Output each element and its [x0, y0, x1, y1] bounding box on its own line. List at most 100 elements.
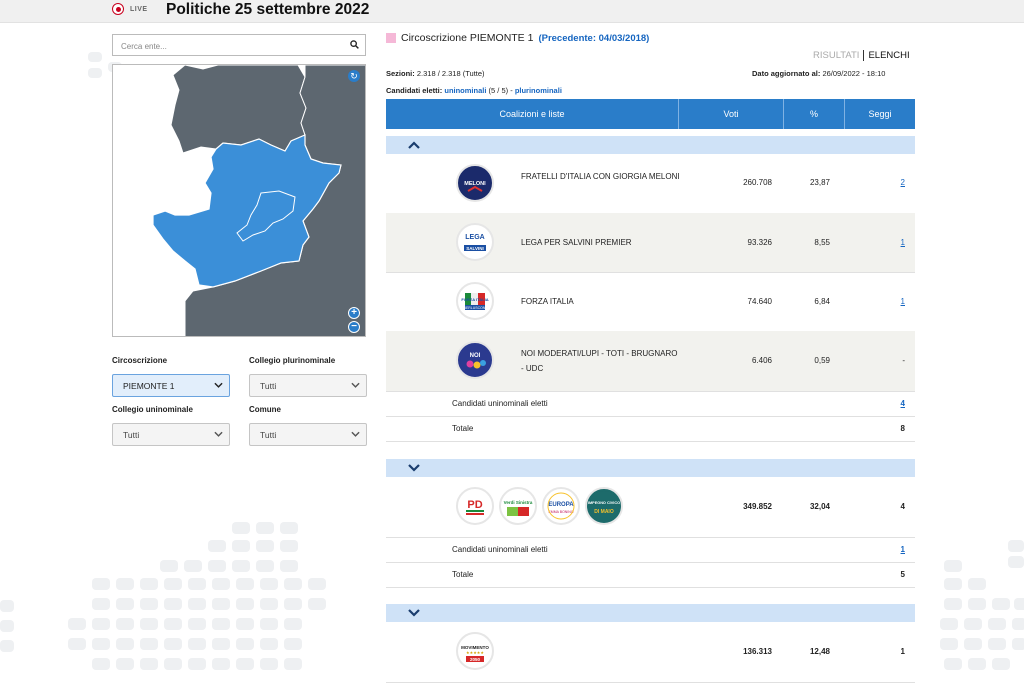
sections-value: 2.318 / 2.318 (Tutte): [416, 69, 485, 78]
comune-label: Comune: [249, 405, 281, 414]
coalition-seats: 1: [900, 647, 905, 656]
chevron-down-icon: [351, 382, 360, 388]
total-row-value: 5: [900, 570, 905, 579]
total-row-label: Totale: [452, 424, 474, 433]
uninominale-select[interactable]: Tutti: [112, 423, 230, 446]
chevron-up-icon: [408, 141, 420, 149]
region-color-swatch: [386, 33, 396, 43]
map-region-piemonte1[interactable]: [152, 134, 342, 288]
search-input[interactable]: [119, 36, 343, 56]
coalition-seats: 4: [900, 502, 905, 511]
elected-uninominali-link[interactable]: uninominali: [444, 86, 487, 95]
europa-logo-subtext: EMMA BONINO: [548, 510, 573, 514]
coalition-pct: 12,48: [809, 647, 830, 656]
live-record-icon: [112, 3, 124, 15]
comune-value: Tutti: [260, 430, 277, 440]
chevron-down-icon: [214, 382, 223, 388]
elected-row-link[interactable]: 1: [900, 545, 905, 554]
updated-label: Dato aggiornato al:: [752, 69, 821, 78]
results-table-header: Coalizioni e liste Voti % Seggi: [386, 99, 915, 129]
list-pct: 6,84: [814, 297, 830, 306]
total-row: Totale 5: [386, 563, 915, 588]
table-row: FORZA ITALIA BERLUSCONI FORZA ITALIA 74.6…: [386, 272, 915, 332]
search-box: [112, 34, 366, 56]
comune-select[interactable]: Tutti: [249, 423, 367, 446]
map-subregion-outline[interactable]: [236, 190, 296, 242]
tab-elenchi[interactable]: ELENCHI: [868, 50, 910, 61]
m5s-logo-text: MOVIMENTO: [461, 645, 489, 650]
svg-text:★★★★★: ★★★★★: [466, 650, 484, 655]
col-coalitions[interactable]: Coalizioni e liste: [386, 99, 679, 129]
table-row: MELONI FRATELLI D'ITALIA CON GIORGIA MEL…: [386, 154, 915, 214]
list-votes: 93.326: [747, 238, 772, 247]
live-indicator[interactable]: LIVE: [112, 3, 148, 15]
region-map[interactable]: ↻ + −: [112, 64, 366, 337]
piu-europa-logo: EUROPA EMMA BONINO: [542, 487, 580, 525]
chevron-down-icon: [408, 609, 420, 617]
circoscrizione-value: PIEMONTE 1: [123, 381, 175, 391]
fdi-logo: MELONI: [456, 164, 494, 202]
total-row: Totale 8: [386, 417, 915, 442]
uninominale-label: Collegio uninominale: [112, 405, 193, 414]
forza-italia-logo: FORZA ITALIA BERLUSCONI: [456, 282, 494, 320]
elected-row-label: Candidati uninominali eletti: [452, 399, 548, 408]
ic-logo-text: IMPEGNO CIVICO: [588, 501, 620, 505]
elected-count: (5 / 5) -: [488, 86, 513, 95]
coalition-row: MOVIMENTO ★★★★★ 2050 136.313 12,48 1: [386, 622, 915, 683]
list-seats-link[interactable]: 1: [900, 238, 905, 247]
list-votes: 74.640: [747, 297, 772, 306]
fdi-logo-text: MELONI: [464, 181, 486, 187]
lega-logo-text: LEGA: [465, 234, 484, 241]
zoom-out-icon[interactable]: −: [348, 321, 360, 333]
list-votes: 260.708: [743, 178, 772, 187]
impegno-civico-logo: IMPEGNO CIVICO DI MAIO: [585, 487, 623, 525]
live-label: LIVE: [130, 5, 148, 13]
list-name: LEGA PER SALVINI PREMIER: [521, 238, 632, 247]
m5s-logo-subtext: 2050: [470, 657, 481, 662]
plurinominale-select[interactable]: Tutti: [249, 374, 367, 397]
avs-logo: Verdi Sinistra: [499, 487, 537, 525]
coalition-2-toggle[interactable]: [386, 459, 915, 477]
plurinominale-label: Collegio plurinominale: [249, 356, 336, 365]
total-row-label: Totale: [452, 570, 474, 579]
list-pct: 8,55: [814, 238, 830, 247]
chevron-down-icon: [214, 431, 223, 437]
elected-info: Candidati eletti: uninominali (5 / 5) - …: [386, 86, 562, 95]
table-row: LEGA SALVINI LEGA PER SALVINI PREMIER 93.…: [386, 213, 915, 273]
ic-logo-subtext: DI MAIO: [594, 509, 614, 515]
circoscrizione-select[interactable]: PIEMONTE 1: [112, 374, 230, 397]
coalition-pct: 32,04: [809, 502, 830, 511]
elected-row: Candidati uninominali eletti 4: [386, 392, 915, 417]
fi-logo-text: FORZA ITALIA: [461, 297, 488, 302]
coalition-1-toggle[interactable]: [386, 136, 915, 154]
list-seats-link[interactable]: 2: [900, 178, 905, 187]
europa-logo-text: EUROPA: [548, 502, 574, 508]
tab-risultati[interactable]: RISULTATI: [813, 50, 865, 61]
updated-info: Dato aggiornato al: 26/09/2022 - 18:10: [752, 69, 885, 78]
page-title: Politiche 25 settembre 2022: [166, 1, 370, 18]
elected-row-label: Candidati uninominali eletti: [452, 545, 548, 554]
sections-info: Sezioni: 2.318 / 2.318 (Tutte): [386, 69, 485, 78]
plurinominale-value: Tutti: [260, 381, 277, 391]
elected-plurinominali-link[interactable]: plurinominali: [514, 86, 562, 95]
chevron-down-icon: [408, 464, 420, 472]
chevron-down-icon: [351, 431, 360, 437]
elected-row-link[interactable]: 4: [900, 399, 905, 408]
coalition-votes: 349.852: [743, 502, 772, 511]
refresh-icon[interactable]: ↻: [348, 70, 360, 82]
coalition-3-toggle[interactable]: [386, 604, 915, 622]
col-votes[interactable]: Voti: [679, 99, 784, 129]
top-bar: LIVE Politiche 25 settembre 2022: [0, 0, 1024, 23]
map-region-other[interactable]: [170, 65, 307, 154]
list-seats-link[interactable]: 1: [900, 297, 905, 306]
elected-row: Candidati uninominali eletti 1: [386, 538, 915, 563]
col-pct[interactable]: %: [784, 99, 845, 129]
pd-logo-text: PD: [467, 499, 482, 511]
previous-link[interactable]: (Precedente: 04/03/2018): [538, 32, 650, 44]
search-icon[interactable]: [350, 40, 359, 49]
col-seats[interactable]: Seggi: [868, 109, 892, 119]
list-votes: 6.406: [751, 356, 772, 365]
zoom-in-icon[interactable]: +: [348, 307, 360, 319]
pd-logo: PD: [456, 487, 494, 525]
